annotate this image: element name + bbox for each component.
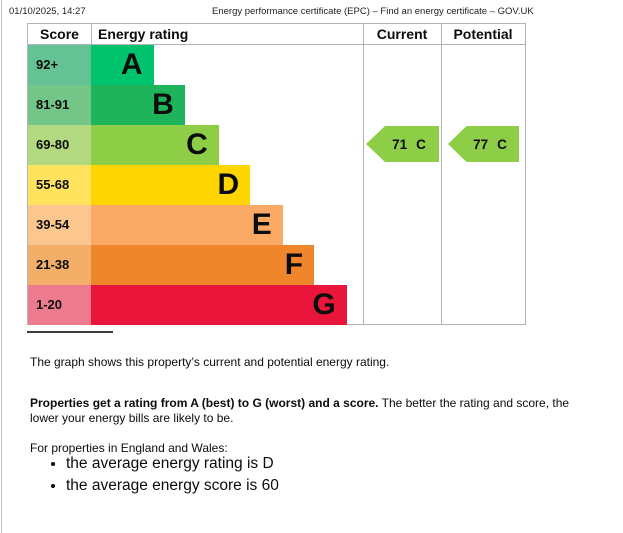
- band-bar: D: [91, 165, 251, 205]
- band-score-range: 69-80: [28, 125, 91, 165]
- rating-explainer-bold: Properties get a rating from A (best) to…: [30, 396, 379, 410]
- band-bar-track: F: [91, 245, 363, 285]
- print-page-title: Energy performance certificate (EPC) – F…: [212, 6, 534, 17]
- band-letter: F: [284, 248, 304, 281]
- potential-column-header: Potential: [453, 26, 513, 42]
- band-score-range: 92+: [28, 45, 91, 85]
- score-column-header: Score: [40, 26, 79, 42]
- average-rating-item: the average energy rating is D: [66, 453, 279, 475]
- band-bar-track: E: [91, 205, 363, 245]
- print-datetime: 01/10/2025, 14:27: [9, 6, 86, 17]
- region-intro-text: For properties in England and Wales:: [30, 441, 228, 455]
- band-bar-track: B: [91, 85, 363, 125]
- band-row: 1-20 G: [28, 285, 525, 325]
- potential-rating-letter: C: [497, 136, 507, 152]
- band-score-range: 39-54: [28, 205, 91, 245]
- band-letter: E: [251, 208, 272, 241]
- band-bar: F: [91, 245, 315, 285]
- band-letter: C: [186, 128, 208, 161]
- page-edge-line: [1, 0, 2, 533]
- current-column-divider: [363, 24, 364, 324]
- band-row: 81-91 B: [28, 85, 525, 125]
- energy-rating-column-header: Energy rating: [98, 26, 189, 42]
- epc-rating-chart: Score Energy rating Current Potential 92…: [27, 23, 526, 325]
- current-rating-value: 71: [392, 136, 408, 152]
- rating-explainer-text: Properties get a rating from A (best) to…: [30, 396, 586, 426]
- band-bar: C: [91, 125, 219, 165]
- potential-column-divider: [441, 24, 442, 324]
- chart-header-row: Score Energy rating Current Potential: [28, 24, 525, 45]
- potential-rating-value: 77: [473, 136, 489, 152]
- band-letter: B: [152, 88, 174, 121]
- average-score-item: the average energy score is 60: [66, 475, 279, 497]
- band-row: 92+ A: [28, 45, 525, 85]
- graph-explainer-text: The graph shows this property’s current …: [30, 355, 390, 369]
- rating-explainer-rest: The better the rating and score, the low…: [30, 396, 570, 425]
- band-row: 39-54 E: [28, 205, 525, 245]
- band-letter: A: [120, 48, 143, 81]
- band-bar-track: D: [91, 165, 363, 205]
- header-divider-line: [91, 24, 92, 45]
- band-bar: B: [91, 85, 185, 125]
- section-divider-line: [27, 331, 113, 333]
- band-bar: E: [91, 205, 283, 245]
- band-bar: G: [91, 285, 347, 325]
- current-rating-letter: C: [416, 136, 426, 152]
- average-stats-list: the average energy rating is D the avera…: [30, 453, 279, 497]
- band-bar-track: A: [91, 45, 363, 85]
- current-column-header: Current: [376, 26, 428, 42]
- band-rows: 92+ A 81-91 B 69-80 C 55-68 D: [28, 45, 525, 325]
- band-bar-track: C: [91, 125, 363, 165]
- band-score-range: 21-38: [28, 245, 91, 285]
- band-score-range: 81-91: [28, 85, 91, 125]
- band-row: 21-38 F: [28, 245, 525, 285]
- band-row: 69-80 C: [28, 125, 525, 165]
- band-score-range: 55-68: [28, 165, 91, 205]
- band-letter: D: [217, 168, 240, 201]
- band-bar-track: G: [91, 285, 363, 325]
- band-bar: A: [91, 45, 154, 85]
- band-score-range: 1-20: [28, 285, 91, 325]
- band-letter: G: [312, 288, 336, 321]
- band-row: 55-68 D: [28, 165, 525, 205]
